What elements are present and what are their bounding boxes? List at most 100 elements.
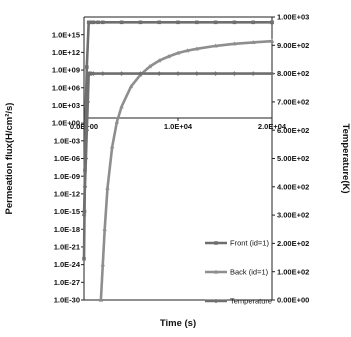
x-axis-label: Time (s) (160, 318, 196, 329)
data-point (270, 20, 274, 25)
right-y-tick-label: 7.00E+02 (277, 98, 309, 107)
data-point (102, 226, 107, 231)
data-point (114, 119, 120, 124)
data-point (194, 71, 200, 76)
legend-swatch-marker (213, 269, 219, 274)
right-y-tick-label: 3.00E+02 (277, 211, 309, 220)
legend-swatch-marker (213, 298, 219, 304)
data-point (251, 20, 255, 25)
data-point (194, 46, 199, 51)
data-point (119, 104, 124, 109)
right-y-tick-label: 1.00E+02 (277, 267, 309, 276)
left-y-tick-label: 1.0E-27 (54, 278, 80, 287)
left-y-tick-label: 1.0E+09 (52, 66, 80, 75)
data-point (147, 64, 152, 69)
data-point (84, 103, 88, 108)
series-1 (82, 20, 274, 261)
data-point (157, 20, 161, 25)
data-point (138, 71, 143, 76)
left-y-tick-label: 1.0E-09 (54, 172, 80, 181)
data-point (157, 58, 162, 63)
left-y-tick-label: 1.0E-24 (54, 260, 81, 269)
left-y-tick-label: 1.0E-06 (54, 154, 80, 163)
data-point (86, 20, 91, 25)
series-line (99, 39, 274, 301)
data-point (138, 20, 143, 25)
data-point (213, 71, 218, 76)
data-point (156, 71, 162, 76)
data-point (84, 127, 90, 133)
legend-label: Front (id=1) (230, 239, 269, 248)
data-point (250, 71, 256, 76)
right-y-tick-label: 8.00E+02 (277, 69, 309, 78)
data-point (91, 20, 96, 25)
data-point (100, 262, 105, 267)
left-y-tick-label: 1.0E-30 (54, 296, 80, 305)
left-y-tick-label: 1.0E-15 (54, 207, 80, 216)
legend: Front (id=1) Back (id=1) Temperature (205, 239, 272, 306)
data-point (195, 20, 199, 25)
data-point (166, 54, 171, 59)
data-point (81, 212, 87, 218)
data-point (82, 256, 86, 261)
left-y-tick-label: 1.0E-21 (54, 243, 80, 252)
data-point (96, 20, 100, 25)
data-point (85, 65, 89, 69)
data-point (176, 20, 180, 25)
legend-label: Temperature (230, 297, 272, 306)
left-y-tick-label: 1.0E+12 (52, 48, 80, 57)
right-y-tick-label: 1.00E+03 (277, 13, 309, 22)
x-tick-label: 1.0E+04 (164, 122, 193, 131)
data-point (100, 71, 106, 76)
left-y-tick-label: 1.0E+00 (52, 119, 80, 128)
data-point (105, 185, 110, 190)
data-point (175, 71, 181, 76)
series-3 (81, 71, 275, 218)
x-tick-label: 2.0E+04 (258, 122, 287, 131)
data-point (232, 41, 237, 46)
series-layer (81, 20, 275, 302)
data-point (82, 184, 88, 190)
data-point (98, 297, 104, 302)
data-point (251, 39, 256, 44)
right-y-tick-label: 0.00E+00 (277, 296, 309, 305)
left-y-tick-label: 1.0E+06 (52, 83, 80, 92)
left-y-tick-label: 1.0E-12 (54, 189, 80, 198)
right-y-tick-label: 9.00E+02 (277, 41, 309, 50)
data-point (213, 43, 218, 48)
left-y-tick-label: 1.0E-18 (54, 225, 80, 234)
series-2 (98, 38, 275, 302)
right-y-tick-label: 6.00E+02 (277, 126, 309, 135)
data-point (232, 71, 237, 76)
axis-labels-layer: Time (s) Permeation flux(H/cm²/s) Temper… (4, 103, 351, 329)
legend-label: Back (id=1) (230, 268, 269, 277)
left-y-tick-label: 1.0E+15 (52, 30, 80, 39)
data-point (85, 99, 91, 105)
left-y-tick-label: 1.0E-03 (54, 136, 80, 145)
data-point (101, 20, 105, 25)
data-point (185, 48, 190, 53)
data-point (91, 71, 96, 76)
data-point (175, 50, 181, 55)
data-point (269, 38, 275, 43)
right-y-tick-label: 2.00E+02 (277, 239, 309, 248)
series-line (82, 72, 272, 216)
data-point (128, 84, 134, 89)
data-point (232, 20, 237, 25)
axes-layer: 1.0E+15 1.0E+12 1.0E+09 1.0E+06 1.0E+03 1.0E+… (52, 13, 309, 305)
data-point (119, 20, 124, 25)
right-y-tick-label: 4.00E+02 (277, 182, 309, 191)
data-point (89, 20, 94, 25)
data-point (110, 144, 115, 149)
x-tick-label: 0.0E+00 (70, 122, 98, 131)
data-point (119, 71, 124, 76)
left-y-tick-label: 1.0E+03 (52, 101, 80, 110)
left-y-axis-label: Permeation flux(H/cm²/s) (4, 103, 15, 215)
data-point (213, 20, 218, 25)
data-point (269, 71, 275, 76)
legend-swatch-marker (214, 241, 218, 245)
right-y-tick-label: 5.00E+02 (277, 154, 309, 163)
data-point (83, 156, 89, 161)
